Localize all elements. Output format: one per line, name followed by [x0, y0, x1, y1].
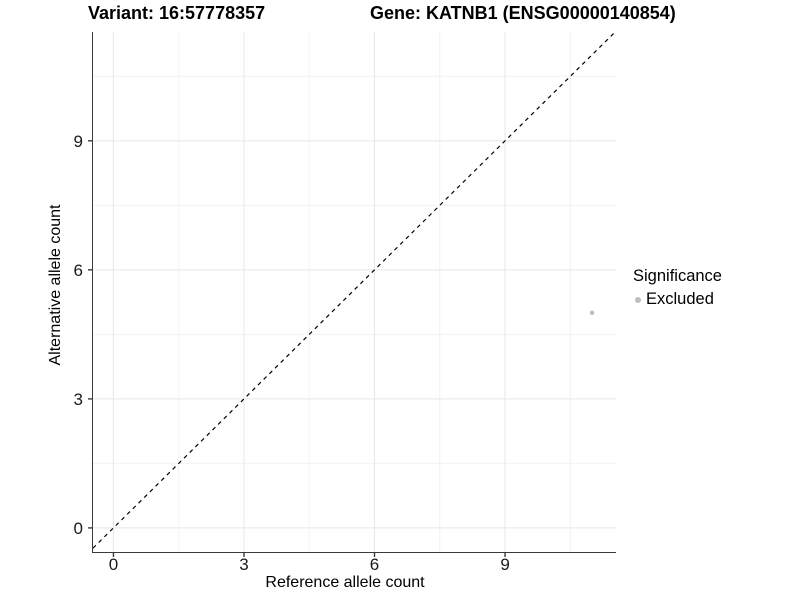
plot-title-gene: Gene: KATNB1 (ENSG00000140854): [370, 3, 676, 23]
x-tick-label: 3: [239, 555, 248, 574]
legend-item-label: Excluded: [646, 290, 714, 308]
legend-title: Significance: [633, 267, 722, 285]
identity-line: [92, 31, 616, 549]
y-tick-label: 6: [74, 261, 83, 280]
x-tick-label: 0: [109, 555, 118, 574]
data-point: [589, 310, 595, 316]
y-tick-label: 9: [74, 132, 83, 151]
y-tick-label: 0: [74, 519, 83, 538]
x-axis-title: Reference allele count: [265, 574, 425, 591]
plot-panel: 0 3 6 9 0 3 6 9: [74, 31, 616, 574]
y-tick-label: 3: [74, 390, 83, 409]
scatter-plot-canvas: 0 3 6 9 0 3 6 9: [74, 31, 616, 574]
x-tick-label: 9: [500, 555, 509, 574]
legend: Significance Excluded: [633, 266, 722, 309]
legend-item-excluded: Excluded: [633, 290, 722, 309]
legend-point-icon: [635, 296, 641, 303]
y-axis-title: Alternative allele count: [47, 204, 64, 366]
x-tick-label: 6: [370, 555, 379, 574]
plot-title-variant: Variant: 16:57778357: [88, 3, 266, 23]
